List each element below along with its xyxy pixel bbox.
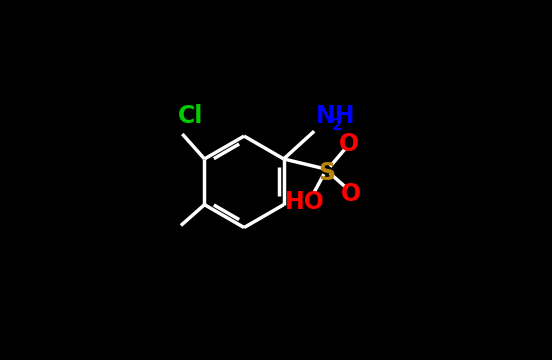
Text: HO: HO — [284, 190, 325, 214]
Text: O: O — [341, 181, 361, 206]
Text: Cl: Cl — [178, 104, 204, 127]
Text: 2: 2 — [332, 118, 342, 132]
Text: NH: NH — [316, 104, 355, 127]
Text: S: S — [318, 161, 335, 185]
Text: O: O — [339, 132, 359, 156]
